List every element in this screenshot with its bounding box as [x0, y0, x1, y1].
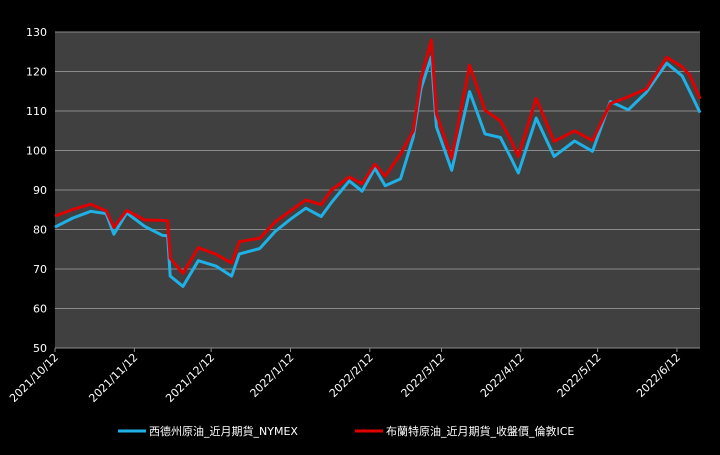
x-tick-label: 2022/5/12	[555, 351, 604, 400]
x-tick-label: 2022/3/12	[399, 351, 448, 400]
x-tick-label: 2022/6/12	[634, 351, 683, 400]
x-tick-label: 2022/4/12	[478, 351, 527, 400]
legend-label: 布蘭特原油_近月期貨_收盤價_倫敦ICE	[386, 424, 574, 438]
legend-label: 西德州原油_近月期貨_NYMEX	[149, 424, 298, 438]
y-tick-label: 80	[33, 224, 47, 237]
y-tick-label: 70	[33, 263, 47, 276]
x-tick-label: 2021/12/12	[163, 351, 217, 405]
line-series	[54, 38, 702, 275]
line-series	[54, 55, 702, 288]
y-tick-label: 90	[33, 184, 47, 197]
y-tick-label: 50	[33, 342, 47, 355]
x-tick-label: 2022/2/12	[327, 351, 376, 400]
x-tick-label: 2022/1/12	[248, 351, 297, 400]
y-tick-label: 120	[26, 66, 47, 79]
x-tick-label: 2021/11/12	[86, 351, 140, 405]
y-tick-label: 110	[26, 105, 47, 118]
y-tick-label: 100	[26, 145, 47, 158]
y-tick-label: 130	[26, 26, 47, 39]
x-tick-label: 2021/10/12	[7, 351, 61, 405]
y-tick-label: 60	[33, 303, 47, 316]
